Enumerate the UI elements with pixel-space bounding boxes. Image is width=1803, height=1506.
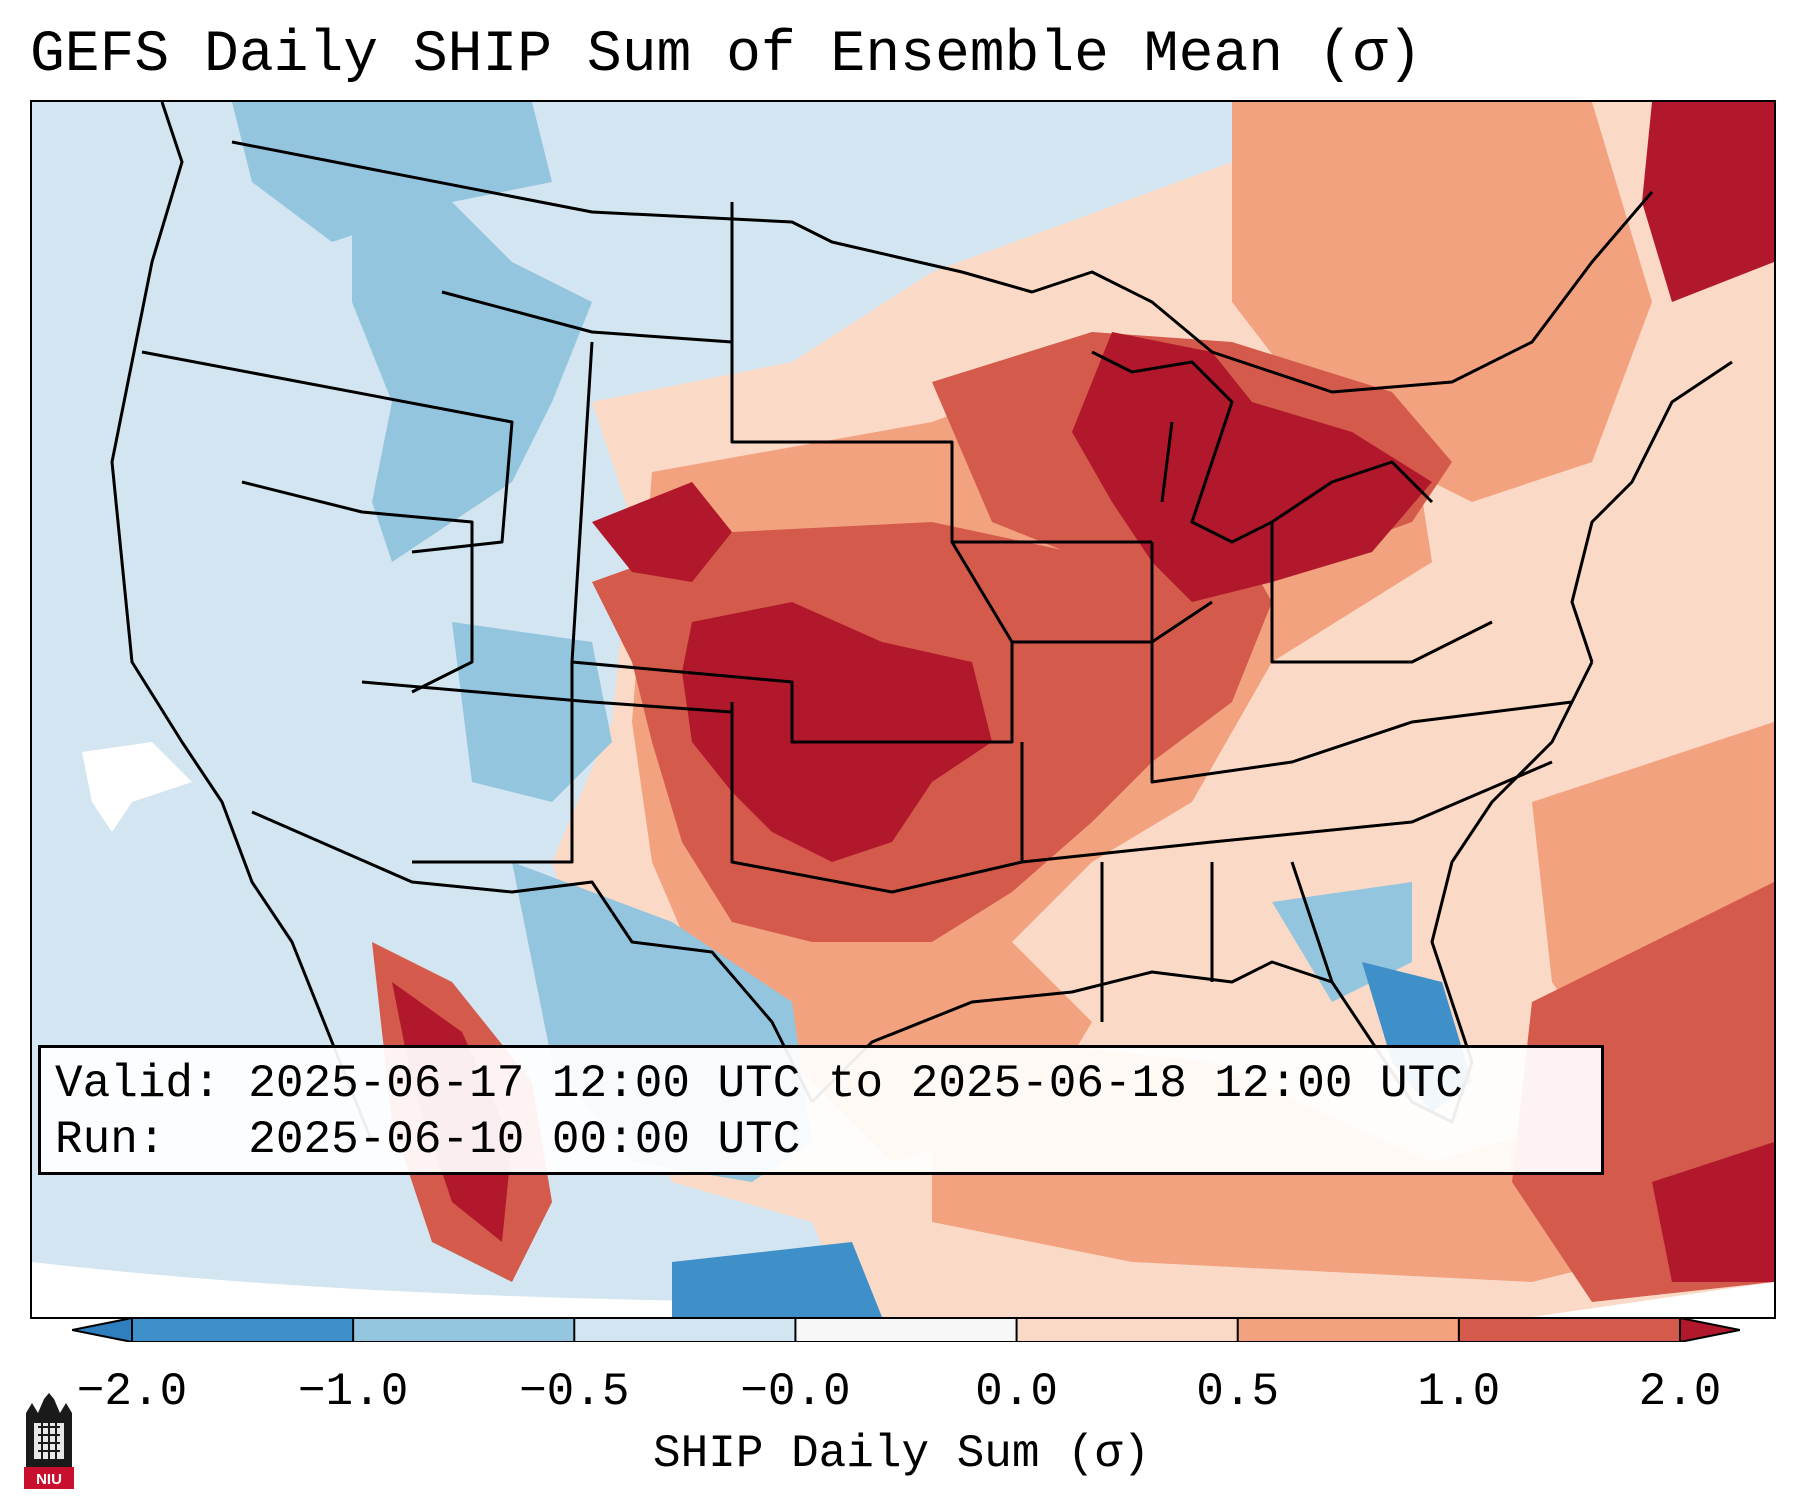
state-line-12: [412, 662, 574, 864]
us-canada-border: [231, 140, 1654, 394]
colorbar-bin: [1680, 1318, 1740, 1342]
region-great-lakes-extreme: [1072, 332, 1432, 602]
colorbar-tick-label: −0.5: [519, 1366, 630, 1418]
valid-time-range: 2025-06-17 12:00 UTC to 2025-06-18 12:00…: [248, 1058, 1463, 1110]
colorbar-tick-label: 0.5: [1196, 1366, 1280, 1418]
colorbar-label: SHIP Daily Sum (σ): [653, 1428, 1150, 1480]
state-line-9: [1150, 542, 1573, 784]
state-line-3: [730, 202, 1152, 544]
colorbar-tick-label: −0.0: [740, 1366, 851, 1418]
region-kansas-extreme: [682, 602, 992, 862]
us-mexico-border: [251, 810, 814, 1103]
east-coast: [1570, 360, 1733, 663]
west-coast-outline: [110, 102, 374, 1143]
state-line-10: [1100, 861, 1334, 1022]
colorbar-tick-label: 1.0: [1417, 1366, 1501, 1418]
region-wyoming-extreme: [592, 482, 732, 582]
state-line-8: [1021, 760, 1553, 864]
run-time: 2025-06-10 00:00 UTC: [248, 1114, 801, 1166]
colorbar-bin: [1016, 1318, 1239, 1342]
state-line-2: [441, 290, 733, 344]
region-neutral-patch: [82, 742, 192, 832]
valid-label: Valid:: [55, 1058, 221, 1110]
niu-logo: NIU: [24, 1393, 74, 1489]
colorbar-tick-label: −1.0: [297, 1366, 409, 1418]
colorbar-bin: [353, 1318, 575, 1342]
great-lakes-shoreline: [1091, 350, 1434, 544]
colorbar-tick-label: 0.0: [975, 1366, 1058, 1418]
region-maine-extreme: [1642, 102, 1774, 302]
state-line-6: [241, 480, 474, 694]
region-idaho-negative: [352, 182, 592, 562]
run-label: Run:: [55, 1114, 166, 1166]
region-baja-negative: [672, 1242, 882, 1317]
colorbar: [72, 1318, 1740, 1342]
colorbar-bin: [574, 1318, 796, 1342]
colorbar-tick-label: 2.0: [1638, 1366, 1722, 1418]
svg-text:NIU: NIU: [36, 1471, 62, 1488]
map-title: GEFS Daily SHIP Sum of Ensemble Mean (σ): [30, 23, 1423, 88]
state-line-1: [141, 350, 514, 554]
valid-run-info-box: Valid: 2025-06-17 12:00 UTC to 2025-06-1…: [38, 1045, 1604, 1175]
region-cuba-extreme: [1652, 1142, 1774, 1282]
colorbar-bin: [1237, 1318, 1460, 1342]
colorbar-bin: [1458, 1318, 1681, 1342]
colorbar-tick-label: −2.0: [76, 1366, 188, 1418]
state-line-11: [950, 522, 1493, 664]
state-line-7: [730, 702, 1024, 894]
colorbar-bin: [132, 1318, 354, 1342]
colorbar-bin: [72, 1318, 132, 1342]
state-line-5: [361, 680, 733, 714]
colorbar-bin: [795, 1318, 1018, 1342]
state-line-4: [570, 341, 1213, 744]
